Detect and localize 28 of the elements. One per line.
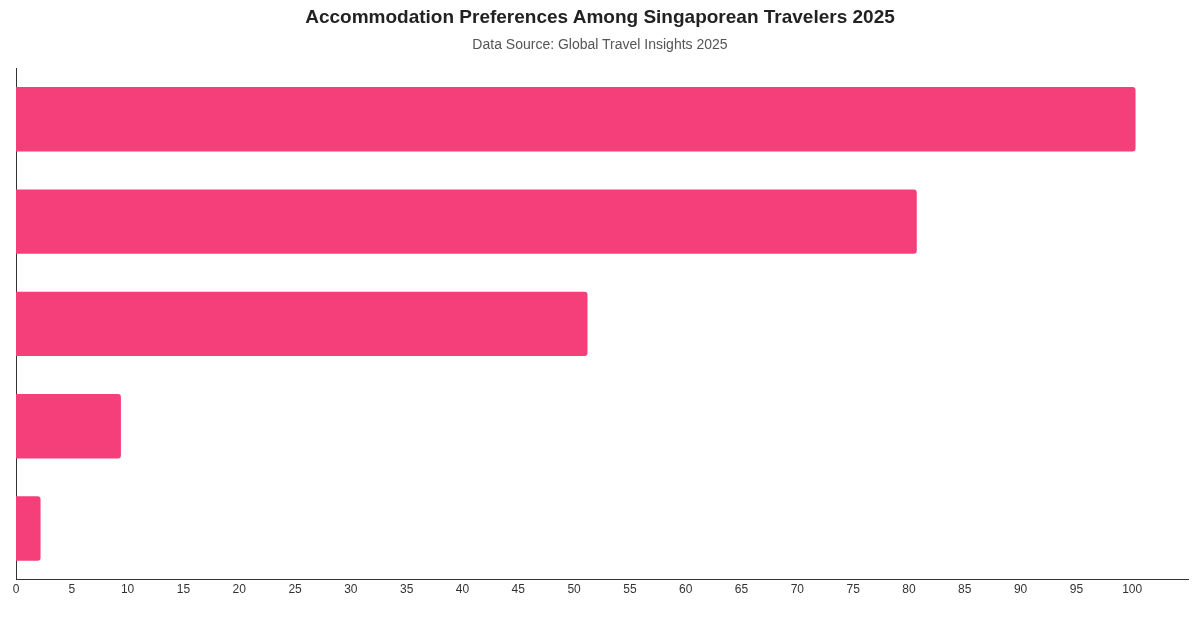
x-tick-label: 45: [511, 582, 526, 597]
x-tick-label: 0: [12, 582, 20, 597]
x-tick-label: 50: [567, 582, 582, 597]
x-tick-label: 55: [623, 582, 637, 597]
x-tick-label: 20: [232, 582, 247, 597]
x-tick-label: 85: [958, 582, 972, 597]
x-tick-label: 80: [902, 582, 916, 597]
x-tick-label: 95: [1069, 582, 1084, 597]
x-tick-label: 60: [679, 582, 693, 597]
x-tick-label: 30: [344, 582, 358, 597]
x-tick-label: 5: [68, 582, 76, 597]
chart-title: Accommodation Preferences Among Singaporean Travelers 2025: [304, 6, 896, 28]
bar: [16, 496, 41, 561]
x-tick-label: 25: [288, 582, 303, 597]
x-tick-label: 75: [846, 582, 861, 597]
bar: [16, 189, 917, 254]
x-tick-label: 15: [176, 582, 191, 597]
x-tick-label: 10: [120, 582, 135, 597]
bar: [16, 87, 1136, 152]
x-tick-label: 90: [1013, 582, 1028, 597]
x-tick-label: 100: [1122, 582, 1143, 597]
chart-subtitle: Data Source: Global Travel Insights 2025: [471, 36, 729, 52]
x-tick-label: 65: [734, 582, 749, 597]
x-tick-label: 70: [790, 582, 805, 597]
bar: [16, 291, 588, 357]
x-tick-label: 40: [455, 582, 470, 597]
x-tick-label: 35: [399, 582, 414, 597]
bar: [16, 393, 121, 459]
